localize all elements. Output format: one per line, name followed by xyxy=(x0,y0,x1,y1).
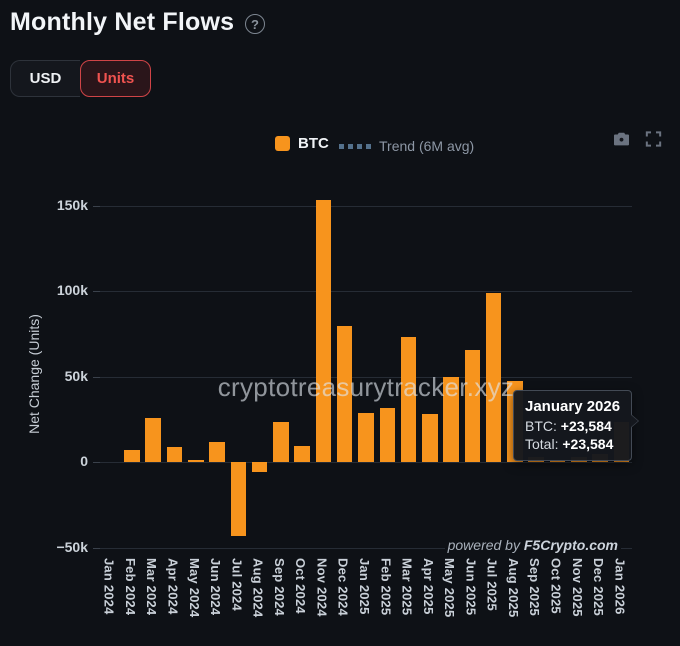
y-tick-mark xyxy=(93,462,100,463)
x-tick-label: Apr 2025 xyxy=(420,558,436,615)
legend-trend-label: Trend (6M avg) xyxy=(379,138,475,154)
tooltip-btc-value: +23,584 xyxy=(560,418,612,434)
y-tick-label: 50k xyxy=(64,367,88,384)
x-tick-label: Jan 2026 xyxy=(612,558,628,615)
x-tick-label: Jul 2024 xyxy=(229,558,245,611)
tooltip-total-row: Total: +23,584 xyxy=(525,436,614,452)
legend-item-trend[interactable]: Trend (6M avg) xyxy=(339,138,474,154)
x-tick-label: Oct 2024 xyxy=(293,558,309,614)
x-tick-label: Jan 2024 xyxy=(101,558,117,615)
x-tick-label: Sep 2024 xyxy=(271,558,287,616)
bar-mar-2025[interactable] xyxy=(400,337,417,462)
x-tick-label: Sep 2025 xyxy=(527,558,543,616)
x-tick-label: Jun 2025 xyxy=(463,558,479,616)
bar-dec-2024[interactable] xyxy=(336,326,353,462)
y-tick-mark xyxy=(93,205,100,207)
btc-color-swatch xyxy=(275,136,290,151)
y-tick-mark xyxy=(93,547,100,549)
x-tick-label: Apr 2024 xyxy=(165,558,181,615)
bar-aug-2024[interactable] xyxy=(251,462,268,472)
bar-jun-2024[interactable] xyxy=(209,441,225,462)
bar-oct-2024[interactable] xyxy=(294,445,310,462)
x-tick-label: Nov 2025 xyxy=(569,558,585,617)
tooltip-btc-row: BTC: +23,584 xyxy=(525,418,612,434)
x-tick-label: Feb 2025 xyxy=(378,558,394,616)
y-tick-label: 100k xyxy=(56,282,88,298)
bar-jun-2025[interactable] xyxy=(464,349,481,462)
x-tick-label: Jan 2025 xyxy=(357,558,372,615)
bar-may-2025[interactable] xyxy=(443,376,459,462)
page-title: Monthly Net Flows xyxy=(10,8,235,36)
tooltip-total-value: +23,584 xyxy=(562,436,614,452)
legend-btc-label: BTC xyxy=(298,135,329,152)
x-tick-label: Dec 2024 xyxy=(335,558,351,616)
powered-by-prefix: powered by xyxy=(447,537,524,553)
y-tick-label: 0 xyxy=(80,453,88,469)
bar-feb-2025[interactable] xyxy=(379,407,396,462)
gridline-150k xyxy=(100,205,632,207)
gridline-100k xyxy=(100,291,632,292)
tooltip-pointer-arrow xyxy=(631,414,640,428)
fullscreen-icon[interactable] xyxy=(643,129,664,149)
x-tick-label: Feb 2024 xyxy=(122,558,138,616)
x-tick-label: May 2025 xyxy=(442,558,458,618)
y-tick-mark xyxy=(93,376,100,378)
y-tick-mark xyxy=(93,291,100,292)
powered-by-credit: powered by F5Crypto.com xyxy=(444,536,621,554)
gridline-0 xyxy=(100,462,632,463)
gridline-50k xyxy=(100,376,632,378)
usd-toggle-button[interactable]: USD xyxy=(10,60,80,97)
units-toggle-button[interactable]: Units xyxy=(80,60,151,97)
tooltip-title: January 2026 xyxy=(525,398,621,415)
legend-item-btc[interactable]: BTC xyxy=(275,135,329,152)
bar-jan-2025[interactable] xyxy=(358,412,374,462)
x-tick-label: Dec 2025 xyxy=(591,558,607,616)
bar-oct-2025[interactable] xyxy=(549,460,566,462)
bar-nov-2024[interactable] xyxy=(315,200,332,462)
bar-mar-2024[interactable] xyxy=(145,418,161,462)
bar-sep-2024[interactable] xyxy=(273,421,289,462)
x-tick-label: May 2024 xyxy=(186,558,202,618)
x-tick-label: Aug 2025 xyxy=(505,558,521,618)
y-tick-label: 150k xyxy=(56,196,88,213)
x-tick-label: Oct 2025 xyxy=(548,558,564,614)
x-tick-label: Aug 2024 xyxy=(250,558,266,618)
bar-jul-2025[interactable] xyxy=(485,293,502,462)
camera-screenshot-icon[interactable] xyxy=(611,129,632,149)
bar-feb-2024[interactable] xyxy=(124,450,140,462)
y-tick-label: −50k xyxy=(56,538,88,555)
x-tick-label: Jun 2024 xyxy=(208,558,224,616)
bar-apr-2024[interactable] xyxy=(166,446,183,462)
x-tick-label: Nov 2024 xyxy=(314,558,330,617)
help-icon[interactable]: ? xyxy=(245,14,265,34)
bar-jul-2024[interactable] xyxy=(230,462,247,537)
chart-legend: BTC Trend (6M avg) xyxy=(0,130,680,162)
bar-may-2024[interactable] xyxy=(188,459,204,462)
chart-tooltip: January 2026 BTC: +23,584 Total: +23,584 xyxy=(513,390,640,461)
gridline-−50k xyxy=(100,547,632,549)
powered-by-brand-link[interactable]: F5Crypto.com xyxy=(523,537,618,553)
x-tick-label: Mar 2025 xyxy=(399,558,415,616)
x-tick-label: Mar 2024 xyxy=(144,558,160,616)
currency-unit-toggle: USD Units xyxy=(10,60,151,97)
trend-dotted-line-icon xyxy=(339,143,371,149)
bar-apr-2025[interactable] xyxy=(422,414,438,462)
x-tick-label: Jul 2025 xyxy=(484,558,500,611)
